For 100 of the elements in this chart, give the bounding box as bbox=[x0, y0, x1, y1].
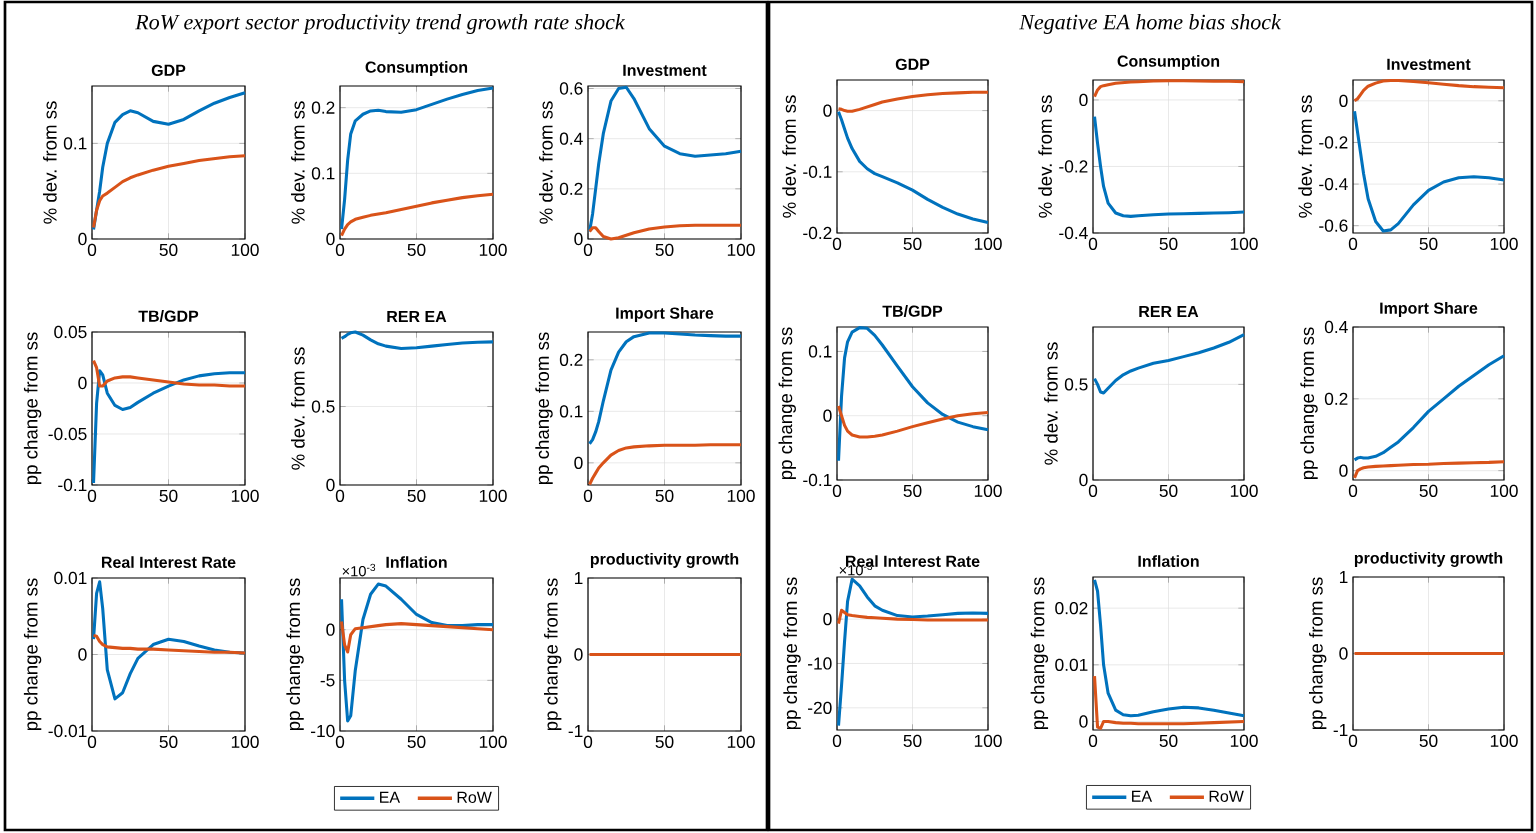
y-tick-label: -0.2 bbox=[1059, 160, 1088, 173]
x-tick-label: 50 bbox=[159, 243, 178, 256]
y-axis-title: pp change from ss bbox=[1309, 577, 1327, 730]
y-tick-label: 0.2 bbox=[311, 101, 335, 114]
line-series bbox=[836, 404, 990, 439]
y-axis-title: pp change from ss bbox=[778, 327, 796, 480]
chart-title: RER EA bbox=[1139, 305, 1199, 317]
x-tick-label: 0 bbox=[832, 484, 842, 497]
chart-title: Inflation bbox=[1138, 555, 1199, 567]
y-axis-title: % dev. from ss bbox=[1044, 342, 1058, 465]
x-tick-label: 100 bbox=[1490, 734, 1518, 747]
y-tick-label: 0.5 bbox=[1064, 378, 1088, 391]
y-axis-title: pp change from ss bbox=[783, 577, 801, 730]
x-tick-label: 100 bbox=[231, 243, 259, 256]
y-tick-label: 0.05 bbox=[54, 325, 87, 339]
x-tick-label: 50 bbox=[655, 243, 674, 256]
x-tick-label: 100 bbox=[974, 484, 1002, 497]
x-tick-label: 0 bbox=[1348, 734, 1358, 747]
x-tick-label: 100 bbox=[974, 237, 1002, 250]
y-axis-title: pp change from ss bbox=[23, 578, 42, 731]
x-tick-label: 100 bbox=[479, 735, 507, 748]
y-tick-label: 0.1 bbox=[559, 405, 583, 418]
line-series bbox=[1352, 78, 1506, 103]
x-tick-label: 100 bbox=[974, 734, 1002, 747]
line-series bbox=[1092, 115, 1246, 218]
x-tick-label: 100 bbox=[1230, 734, 1258, 747]
x-tick-label: 50 bbox=[1419, 734, 1438, 747]
x-tick-label: 50 bbox=[407, 243, 426, 256]
x-tick-label: 50 bbox=[407, 489, 426, 502]
text: RoW export sector productivity trend growth rate shock bbox=[135, 14, 625, 35]
line-series bbox=[1352, 354, 1506, 462]
x-tick-label: 0 bbox=[87, 489, 97, 502]
legend-label: RoW bbox=[1209, 790, 1244, 802]
y-tick-label: 0 bbox=[1079, 473, 1088, 487]
y-axis-title: pp change from ss bbox=[535, 332, 553, 485]
x-tick-label: 100 bbox=[727, 243, 755, 256]
line-series bbox=[339, 582, 495, 723]
y-tick-label: 0 bbox=[1339, 464, 1348, 477]
chart-title: TB/GDP bbox=[138, 310, 199, 322]
chart-title: Inflation bbox=[386, 556, 447, 568]
y-tick-label: -0.2 bbox=[803, 226, 832, 240]
y-tick-label: 0.01 bbox=[54, 571, 87, 585]
x-tick-label: 50 bbox=[159, 735, 178, 748]
y-axis-title: % dev. from ss bbox=[1038, 95, 1052, 218]
y-tick-label: 0.2 bbox=[1324, 392, 1348, 405]
x-tick-label: 100 bbox=[1230, 237, 1258, 250]
chart-title: Consumption bbox=[1117, 55, 1220, 70]
y-axis-title: % dev. from ss bbox=[291, 101, 305, 224]
y-tick-label: 0 bbox=[1339, 94, 1348, 107]
y-axis-title: % dev. from ss bbox=[782, 95, 796, 218]
y-tick-label: 0.02 bbox=[1055, 602, 1088, 615]
legend-label: EA bbox=[1132, 790, 1153, 802]
x-tick-label: 50 bbox=[1419, 237, 1438, 250]
y-tick-label: -5 bbox=[320, 674, 335, 687]
x-tick-label: 100 bbox=[479, 489, 507, 502]
y-axis-title: % dev. from ss bbox=[291, 347, 305, 470]
y-tick-label: 0.1 bbox=[808, 345, 832, 358]
y-tick-label: 0 bbox=[823, 612, 832, 626]
x-tick-label: 50 bbox=[1159, 484, 1178, 497]
y-tick-label: 0.1 bbox=[311, 167, 335, 180]
x-tick-label: 100 bbox=[231, 735, 259, 748]
line-series bbox=[91, 359, 247, 388]
line-series bbox=[339, 330, 495, 351]
y-axis-title: pp change from ss bbox=[23, 332, 42, 485]
x-tick-label: 0 bbox=[87, 243, 97, 256]
x-tick-label: 0 bbox=[1088, 484, 1098, 497]
y-tick-label: -1 bbox=[1333, 724, 1348, 736]
y-tick-label: -0.1 bbox=[803, 473, 832, 487]
line-series bbox=[836, 110, 990, 225]
y-tick-label: 0.5 bbox=[311, 400, 335, 413]
x-tick-label: 100 bbox=[1230, 484, 1258, 497]
y-tick-label: -10 bbox=[808, 657, 832, 670]
y-tick-label: -20 bbox=[808, 701, 832, 714]
chart-title: TB/GDP bbox=[882, 305, 943, 317]
x-tick-label: 50 bbox=[159, 489, 178, 502]
legend-label: RoW bbox=[457, 791, 492, 803]
x-tick-label: 0 bbox=[1088, 237, 1098, 250]
line-series bbox=[91, 369, 247, 485]
y-tick-label: 1 bbox=[574, 572, 583, 584]
y-tick-label: -0.01 bbox=[48, 724, 87, 738]
chart-title: GDP bbox=[151, 64, 186, 76]
x-tick-label: 0 bbox=[832, 237, 842, 250]
y-tick-label: -0.05 bbox=[48, 427, 87, 441]
x-tick-label: 0 bbox=[1348, 484, 1358, 497]
x-tick-label: 0 bbox=[335, 243, 345, 256]
y-tick-label: -0.1 bbox=[803, 165, 832, 178]
x-tick-label: 0 bbox=[1088, 734, 1098, 747]
y-tick-label: 1 bbox=[1339, 571, 1348, 583]
y-tick-label: -10 bbox=[311, 724, 335, 738]
x-tick-label: 0 bbox=[583, 243, 593, 256]
chart-title: productivity growth bbox=[1354, 551, 1503, 567]
x-tick-label: 100 bbox=[1490, 484, 1518, 497]
x-tick-label: 100 bbox=[727, 489, 755, 502]
x-tick-label: 100 bbox=[479, 243, 507, 256]
x-tick-label: 100 bbox=[727, 735, 755, 748]
x-tick-label: 0 bbox=[1348, 237, 1358, 250]
x-tick-label: 50 bbox=[655, 735, 674, 748]
chart-title: Real Interest Rate bbox=[101, 556, 236, 568]
chart-title: Investment bbox=[623, 64, 707, 76]
chart-title: Import Share bbox=[616, 307, 714, 322]
